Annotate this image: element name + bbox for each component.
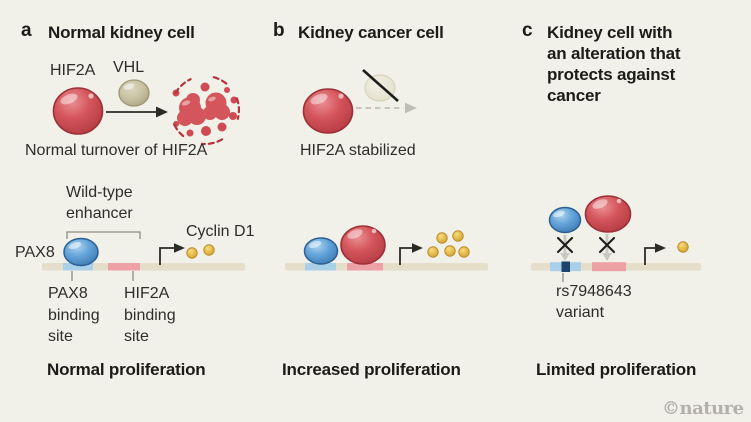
blocked-binding-pax8: [556, 235, 574, 261]
panel-b-caption-bottom: Increased proliferation: [282, 360, 461, 379]
vhl-label: VHL: [113, 59, 145, 76]
hif2a-protein-icon: [52, 87, 104, 135]
hif2a-binding-site: [347, 263, 383, 271]
hif2a-bound-icon: [340, 225, 386, 265]
pax8-binding-site: [305, 263, 336, 271]
enhancer-label: Wild-type enhancer: [66, 184, 133, 222]
hif2a-protein-icon: [302, 88, 354, 134]
variant-label: rs7948643 variant: [556, 283, 632, 321]
dashed-arrow-icon: [356, 102, 417, 114]
nature-logo: ©nature: [662, 398, 744, 419]
x-mark-icon: [556, 236, 574, 254]
hif2a-site-label: HIF2A binding site: [124, 285, 176, 345]
panel-b-graphics: [285, 69, 488, 271]
panel-a-graphics: [42, 76, 245, 281]
cyclin-d1-dots: [186, 244, 215, 259]
pax8-protein-icon: [63, 237, 99, 267]
pax8-label: PAX8: [15, 244, 55, 261]
panel-c-letter: c: [522, 20, 533, 41]
enhancer-bracket: [66, 231, 141, 239]
blocked-binding-hif2a: [598, 234, 616, 261]
vhl-protein-icon: [118, 79, 150, 107]
degraded-hif2a-icon: [171, 76, 241, 146]
hif2a-binding-site: [108, 263, 140, 271]
panel-b-title: Kidney cancer cell: [298, 23, 444, 42]
hif2a-protein-icon: [584, 195, 632, 233]
hif2a-label: HIF2A: [50, 62, 96, 79]
panel-c-title: Kidney cell with an alteration that prot…: [547, 23, 681, 105]
panel-c-graphics: [531, 195, 701, 282]
panel-a-letter: a: [21, 20, 32, 41]
pax8-protein-icon: [548, 206, 582, 234]
slash-icon: [362, 69, 399, 102]
x-mark-icon: [598, 236, 616, 254]
cyclin-d1-dots: [427, 230, 470, 258]
vhl-absent-icon: [362, 69, 399, 102]
cyclin-d1-label: Cyclin D1: [186, 223, 255, 240]
transcription-arrow-icon: [159, 243, 185, 265]
panel-b-letter: b: [273, 20, 285, 41]
degradation-arrow-icon: [106, 106, 168, 118]
pax8-binding-site: [63, 263, 93, 271]
transcription-arrow-icon: [399, 243, 423, 265]
variant-marker: [561, 261, 570, 272]
hif2a-binding-site: [592, 262, 626, 272]
cyclin-d1-dots: [677, 241, 689, 253]
pax8-site-label: PAX8 binding site: [48, 285, 100, 345]
transcription-arrow-icon: [644, 243, 666, 265]
panel-b-caption-top: HIF2A stabilized: [300, 142, 416, 159]
panel-c-caption-bottom: Limited proliferation: [536, 360, 697, 379]
pax8-protein-icon: [303, 237, 339, 265]
panel-a-caption-bottom: Normal proliferation: [47, 360, 206, 379]
panel-a-title: Normal kidney cell: [48, 23, 195, 42]
panel-a-caption-top: Normal turnover of HIF2A: [25, 142, 208, 159]
